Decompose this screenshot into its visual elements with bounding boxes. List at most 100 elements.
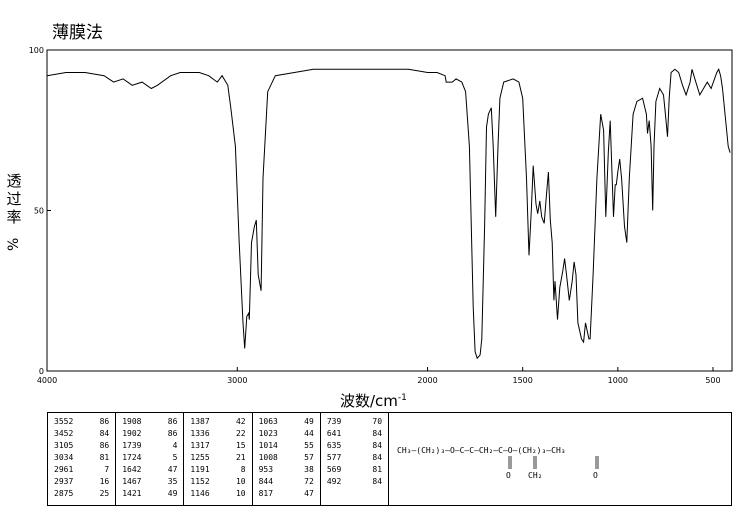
x-axis-label-text: 波数/cm (340, 392, 398, 410)
peak-row: 1336 22 (190, 428, 245, 440)
peak-transmittance: 10 (235, 489, 246, 498)
x-tick-label: 1500 (513, 376, 533, 385)
x-tick-label: 4000 (37, 376, 57, 385)
peak-table: 3552 86 3452 84 3105 86 3034 81 2961 7 2937 16 2875 2… (47, 412, 389, 506)
y-axis-label: 透 过 率 (3, 172, 25, 226)
peak-wavenumber: 1255 (190, 453, 210, 462)
peak-wavenumber: 1467 (122, 477, 142, 486)
peak-row: 1387 42 (190, 416, 245, 428)
spectrum-line (46, 68, 731, 360)
peak-row: 1063 49 (259, 416, 314, 428)
peak-transmittance: 84 (372, 477, 383, 486)
peak-column: 1387 42 1336 22 1317 15 1255 21 1191 8 1152 10 1146 1… (184, 413, 253, 505)
peak-wavenumber: 1908 (122, 417, 142, 426)
structure-ch2: CH₂ (528, 471, 543, 480)
peak-wavenumber: 492 (326, 477, 342, 486)
peak-row: 3552 86 (54, 416, 109, 428)
y-tick-label: 0 (39, 367, 44, 376)
peak-wavenumber: 641 (326, 429, 342, 438)
peak-wavenumber: 3552 (54, 417, 74, 426)
peak-row: 1146 10 (190, 488, 245, 500)
peak-transmittance: 84 (372, 453, 383, 462)
peak-row: 1191 8 (190, 464, 245, 476)
peak-transmittance: 81 (372, 465, 383, 474)
peak-transmittance: 42 (235, 417, 246, 426)
peak-column: 1063 49 1023 44 1014 55 1008 57 953 38 844 72 817 47 (253, 413, 321, 505)
peak-wavenumber: 844 (258, 477, 274, 486)
peak-row: 1421 49 (122, 488, 177, 500)
peak-transmittance: 81 (99, 453, 110, 462)
structure-o1: O (506, 471, 511, 480)
peak-wavenumber: 1421 (122, 489, 142, 498)
peak-transmittance: 10 (235, 477, 246, 486)
peak-wavenumber: 1023 (258, 429, 278, 438)
peak-wavenumber: 2875 (54, 489, 74, 498)
peak-row: 492 84 (327, 476, 382, 488)
structure-bonds (508, 456, 599, 469)
peak-row: 1724 5 (122, 452, 177, 464)
peak-row: 2961 7 (54, 464, 109, 476)
y-axis-label-char-2: 过 (6, 190, 22, 208)
peak-wavenumber: 3105 (54, 441, 74, 450)
peak-row: 1008 57 (259, 452, 314, 464)
peak-row: 1642 47 (122, 464, 177, 476)
peak-transmittance: 7 (104, 465, 110, 474)
peak-row: 1467 35 (122, 476, 177, 488)
peak-transmittance: 86 (167, 429, 178, 438)
x-tick-label: 2000 (417, 376, 437, 385)
peak-wavenumber: 2937 (54, 477, 74, 486)
peak-row: 739 70 (327, 416, 382, 428)
peak-transmittance: 57 (304, 453, 314, 462)
peak-row: 577 84 (327, 452, 382, 464)
peak-transmittance: 86 (99, 417, 110, 426)
y-axis-label-char-1: 透 (6, 172, 22, 190)
peak-transmittance: 55 (304, 441, 314, 450)
peak-row: 1317 15 (190, 440, 245, 452)
peak-transmittance: 15 (235, 441, 246, 450)
peak-row: 1255 21 (190, 452, 245, 464)
peak-transmittance: 49 (304, 417, 314, 426)
peak-wavenumber: 1146 (190, 489, 210, 498)
structure-chain: CH₃—(CH₂)₃—O—C—C—CH₂—C—O—(CH₂)₃—CH₃ (397, 446, 566, 455)
peak-row: 1902 86 (122, 428, 177, 440)
peak-wavenumber: 1642 (122, 465, 142, 474)
peak-row: 3452 84 (54, 428, 109, 440)
peak-row: 3105 86 (54, 440, 109, 452)
peak-wavenumber: 2961 (54, 465, 74, 474)
x-axis-label: 波数/cm-1 (340, 390, 407, 411)
y-tick-label: 50 (34, 207, 44, 216)
ir-spectrum-chart: 0 50 100 4000 3000 2000 1500 1000 500 (29, 46, 733, 385)
x-tick-label: 500 (705, 376, 720, 385)
peak-wavenumber: 577 (326, 453, 342, 462)
peak-transmittance: 5 (172, 453, 178, 462)
peak-transmittance: 84 (372, 429, 383, 438)
peak-row: 635 84 (327, 440, 382, 452)
y-axis-label-char-3: 率 (6, 208, 22, 226)
peak-wavenumber: 3452 (54, 429, 74, 438)
peak-transmittance: 72 (304, 477, 314, 486)
peak-wavenumber: 1387 (190, 417, 210, 426)
peak-transmittance: 38 (304, 465, 314, 474)
peak-row: 844 72 (259, 476, 314, 488)
peak-transmittance: 16 (99, 477, 110, 486)
peak-row: 2937 16 (54, 476, 109, 488)
peak-row: 1014 55 (259, 440, 314, 452)
chart-title: 薄膜法 (52, 23, 103, 43)
peak-wavenumber: 1724 (122, 453, 142, 462)
peak-wavenumber: 1317 (190, 441, 210, 450)
peak-wavenumber: 1152 (190, 477, 210, 486)
peak-transmittance: 86 (99, 441, 110, 450)
peak-transmittance: 21 (235, 453, 246, 462)
peak-wavenumber: 569 (326, 465, 342, 474)
peak-column: 739 70 641 84 635 84 577 84 569 81 492 84 (321, 413, 388, 505)
y-ticks: 0 50 100 (29, 46, 51, 376)
peak-wavenumber: 1014 (258, 441, 278, 450)
peak-transmittance: 86 (167, 417, 178, 426)
plot-frame (46, 49, 733, 372)
peak-row: 1023 44 (259, 428, 314, 440)
structure-o2: O (593, 471, 598, 480)
peak-row: 953 38 (259, 464, 314, 476)
peak-wavenumber: 1902 (122, 429, 142, 438)
peak-wavenumber: 1063 (258, 417, 278, 426)
peak-transmittance: 47 (167, 465, 178, 474)
